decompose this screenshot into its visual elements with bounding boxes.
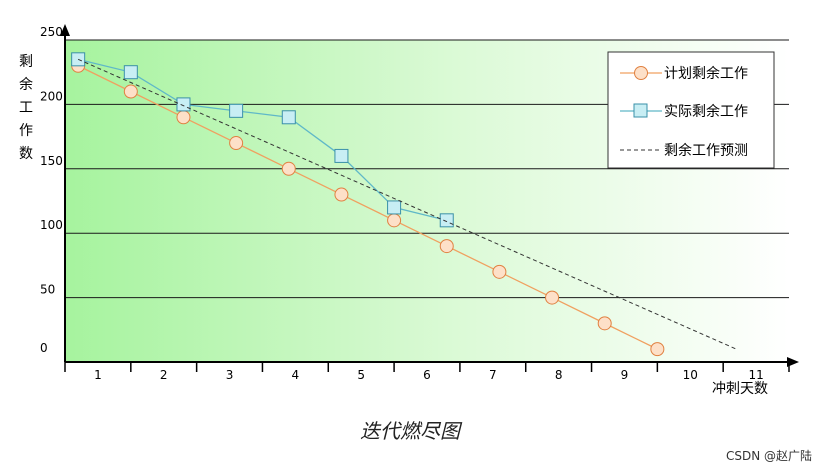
legend-item-actual: 实际剩余工作	[620, 103, 748, 120]
data-point	[439, 239, 454, 254]
axes	[60, 24, 799, 372]
legend: 计划剩余工作 实际剩余工作 剩余工作预测	[607, 51, 775, 169]
x-tick-label: 8	[555, 368, 563, 382]
x-tick-label: 2	[160, 368, 168, 382]
data-point	[176, 97, 191, 112]
x-tick-label: 4	[292, 368, 300, 382]
x-axis-label: 冲刺天数	[712, 381, 768, 397]
data-point	[176, 110, 191, 125]
data-point	[650, 342, 665, 357]
data-point	[281, 110, 296, 125]
tick-labels: 0 50 100 150 200 250 1 2 3 4 5 6 7 8 9 10 11	[40, 25, 764, 382]
data-point	[334, 187, 349, 202]
x-tick-label: 9	[621, 368, 629, 382]
y-axis-label: 剩余工作数	[19, 54, 33, 162]
legend-item-planned: 计划剩余工作	[620, 65, 748, 82]
data-point	[597, 316, 612, 331]
series-2	[77, 58, 737, 350]
svg-text:计划剩余工作: 计划剩余工作	[664, 65, 748, 82]
watermark: CSDN @赵广陆	[726, 448, 812, 463]
x-tick-label: 11	[748, 368, 763, 382]
data-point	[545, 290, 560, 305]
series-layer	[71, 52, 737, 357]
x-tick-label: 7	[489, 368, 497, 382]
data-point	[229, 136, 244, 151]
chart-title: 迭代燃尽图	[360, 419, 463, 443]
x-axis-arrow	[787, 357, 799, 367]
svg-text:实际剩余工作: 实际剩余工作	[664, 103, 748, 120]
data-point	[123, 65, 138, 80]
data-point	[387, 200, 402, 215]
y-tick-label: 50	[40, 283, 55, 297]
y-tick-label: 250	[40, 25, 63, 39]
data-point	[281, 161, 296, 176]
legend-item-forecast: 剩余工作预测	[620, 142, 748, 159]
x-tick-label: 1	[94, 368, 102, 382]
data-point	[387, 213, 402, 228]
data-point	[439, 213, 454, 228]
y-tick-label: 200	[40, 89, 63, 103]
data-point	[229, 103, 244, 118]
series-line	[77, 65, 658, 350]
x-tick-label: 10	[683, 368, 698, 382]
y-axis-arrow	[60, 24, 70, 36]
series-line	[77, 58, 737, 350]
y-tick-label: 100	[40, 218, 63, 232]
y-tick-label: 150	[40, 154, 63, 168]
x-tick-label: 5	[357, 368, 365, 382]
data-point	[123, 84, 138, 99]
data-point	[334, 148, 349, 163]
series-1	[71, 52, 454, 228]
x-tick-label: 3	[226, 368, 234, 382]
data-point	[492, 264, 507, 279]
series-line	[78, 58, 447, 221]
svg-text:剩余工作预测: 剩余工作预测	[664, 142, 748, 159]
x-tick-label: 6	[423, 368, 431, 382]
y-tick-label: 0	[40, 341, 48, 355]
